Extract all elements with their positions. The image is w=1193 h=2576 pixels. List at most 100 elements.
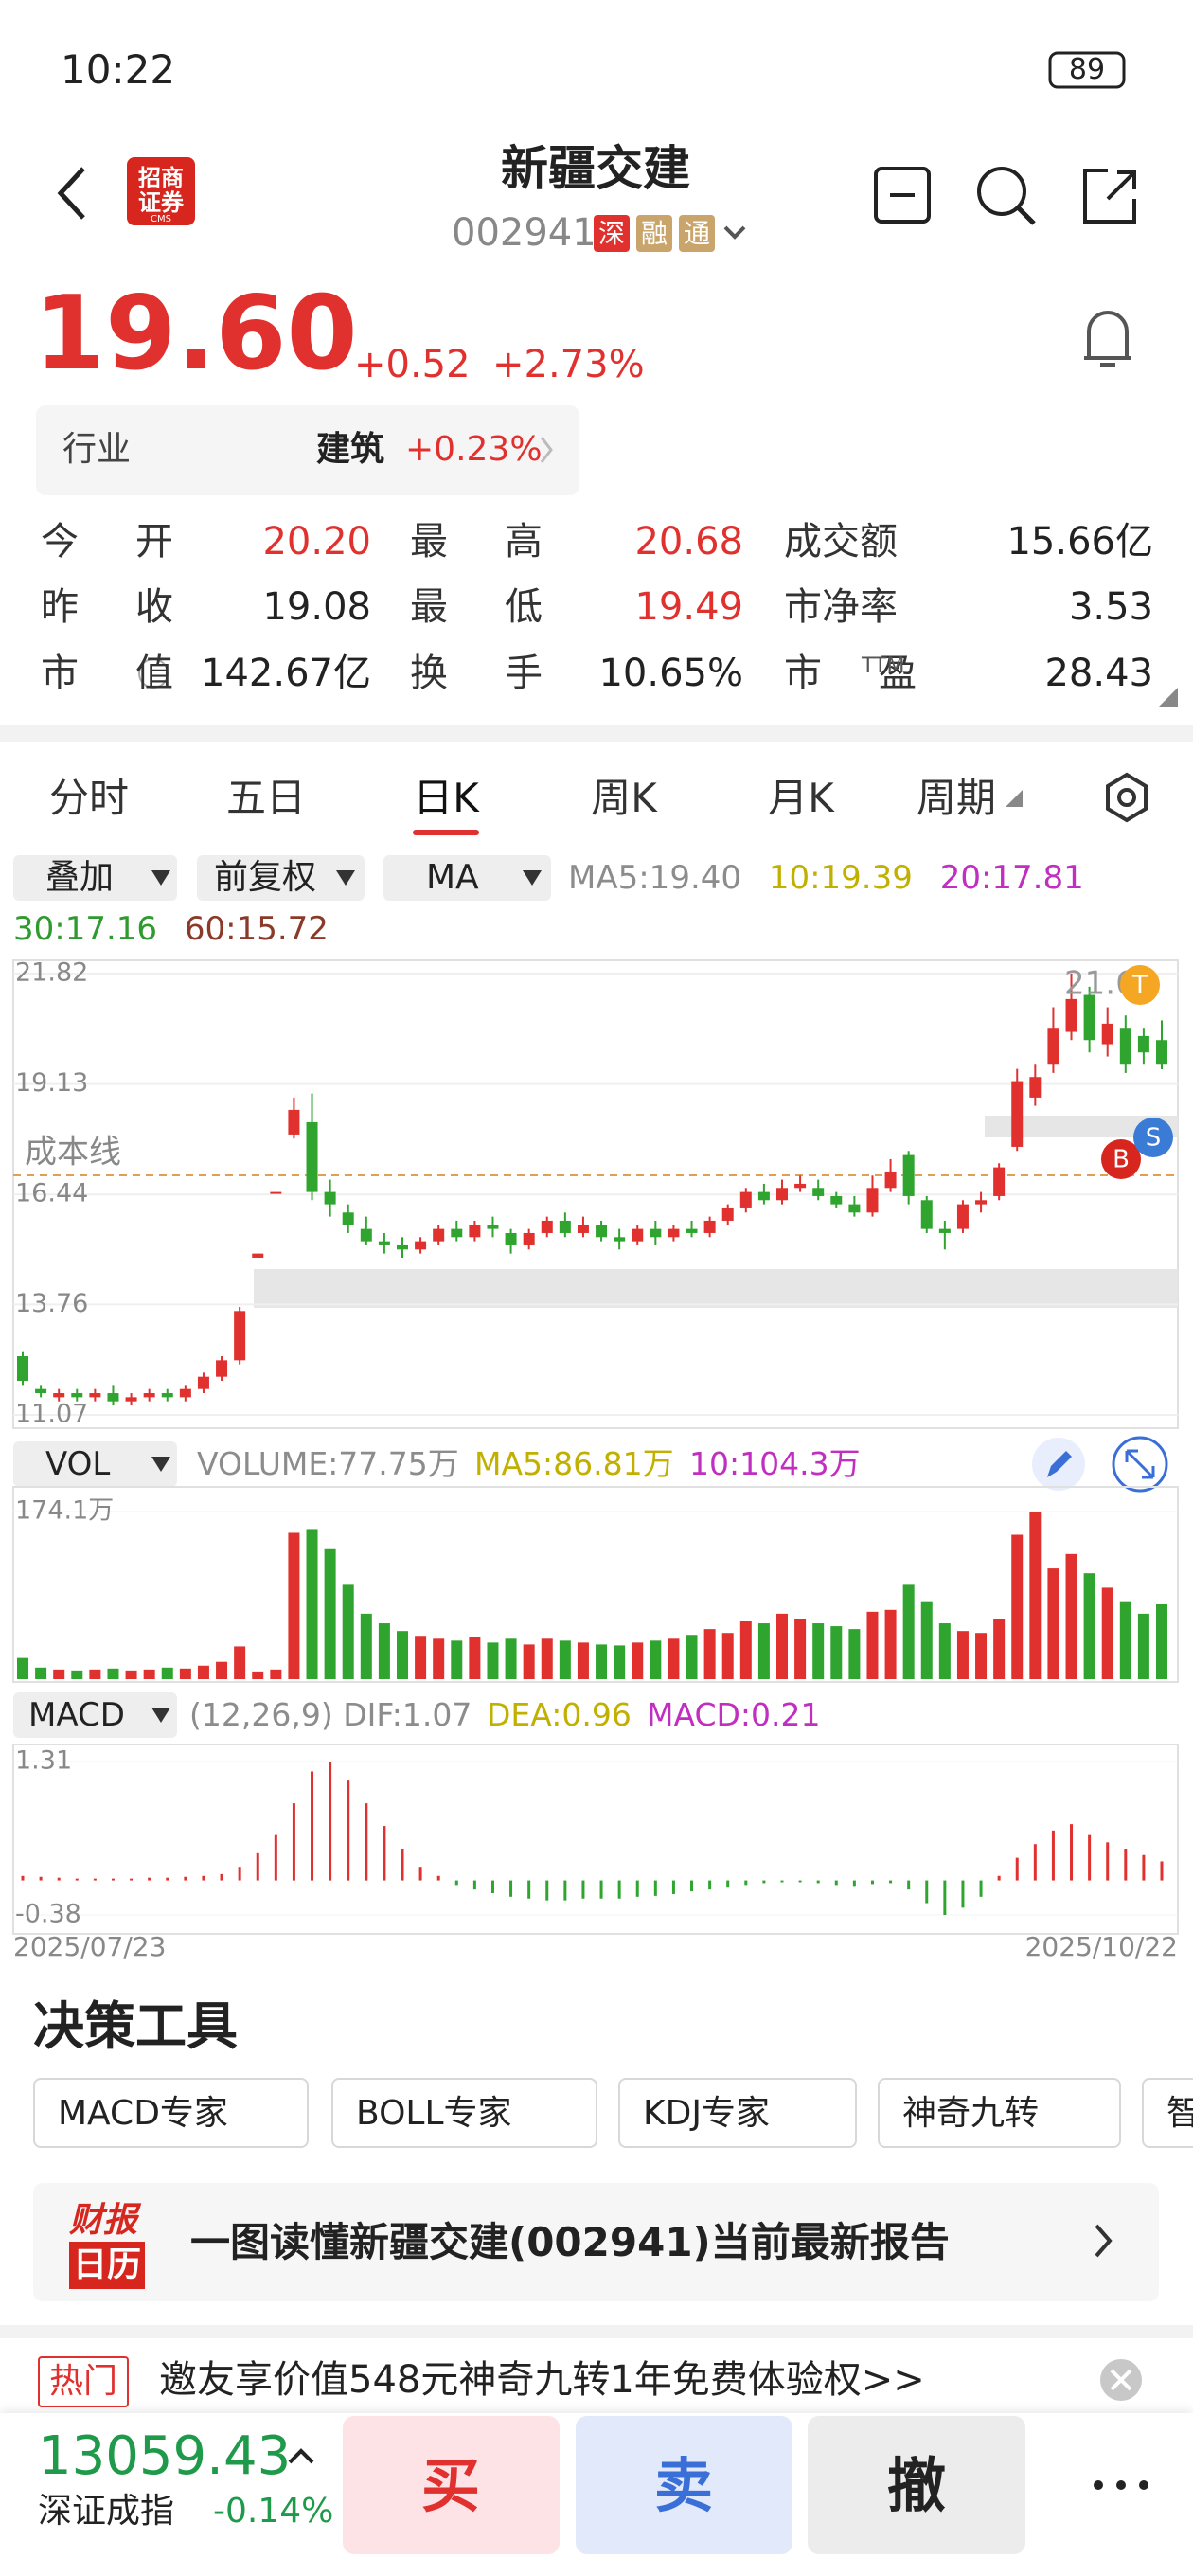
ma-legend-item: 60:15.72 <box>184 910 329 948</box>
x-date: 2025/07/23 <box>13 1931 166 1962</box>
section-gap <box>0 725 1193 742</box>
candle-body <box>397 1244 408 1250</box>
buy-label[interactable]: 买 <box>420 2450 480 2520</box>
sell-button[interactable] <box>576 2416 792 2554</box>
y-tick-label: 11.07 <box>15 1400 88 1429</box>
candle-body <box>577 1225 589 1233</box>
volume-bar <box>1047 1568 1059 1679</box>
selector-text: MACD <box>28 1696 125 1734</box>
candle-body <box>668 1228 680 1238</box>
volume-bar <box>1029 1512 1042 1679</box>
volume-bar <box>505 1638 517 1679</box>
stat-label: 昨收 <box>41 585 173 629</box>
volume-bar <box>89 1669 101 1679</box>
candle-body <box>1119 1028 1131 1065</box>
volume-bar <box>71 1670 83 1679</box>
share-icon <box>1083 169 1136 224</box>
volume-bar <box>739 1621 752 1679</box>
candle-body <box>1156 1040 1167 1065</box>
candle-body <box>794 1183 807 1189</box>
candle-body <box>17 1356 28 1382</box>
tool-label[interactable]: 智 <box>1166 2094 1193 2133</box>
tool-label[interactable]: KDJ专家 <box>643 2094 770 2133</box>
volume-bar <box>252 1671 264 1679</box>
candle-body <box>848 1204 861 1213</box>
candle-body <box>830 1195 843 1205</box>
tool-button[interactable] <box>1142 2078 1193 2148</box>
info-icon <box>138 658 169 689</box>
expand-icon <box>1125 1449 1155 1479</box>
buy-button[interactable] <box>343 2416 560 2554</box>
gear-icon <box>1117 788 1136 807</box>
volume-bar <box>161 1667 173 1679</box>
ma-legend-item: 30:17.16 <box>13 910 158 948</box>
candle-body <box>1101 1023 1113 1045</box>
report-text[interactable]: 一图读懂新疆交建(002941)当前最新报告 <box>190 2218 950 2265</box>
period-tab[interactable]: 分时 <box>48 774 129 821</box>
chevron <box>540 437 553 463</box>
volume-bar <box>143 1669 155 1679</box>
tool-button[interactable] <box>33 2078 309 2148</box>
volume-legend: VOLUME:77.75万 <box>197 1445 459 1482</box>
section-gap <box>0 2325 1193 2338</box>
cancel-label[interactable]: 撤 <box>886 2450 946 2520</box>
support-band <box>254 1269 1178 1308</box>
hot-text[interactable]: 邀友享价值548元神奇九转1年免费体验权>> <box>159 2358 925 2402</box>
edit-icon <box>1047 1451 1072 1477</box>
selector-box[interactable] <box>13 855 177 901</box>
volume-bar <box>451 1640 463 1679</box>
volume-bar <box>596 1644 608 1679</box>
y-tick-label: 1.31 <box>15 1746 72 1776</box>
candle-body <box>776 1188 788 1201</box>
candle-body <box>143 1393 155 1398</box>
selector-text: VOL <box>45 1445 111 1483</box>
cancel-button[interactable] <box>808 2416 1025 2554</box>
candle-body <box>975 1200 988 1205</box>
support-band <box>985 1116 1178 1137</box>
volume-bar <box>776 1613 788 1679</box>
selector-box[interactable] <box>197 855 365 901</box>
period-tab[interactable]: 周期 <box>916 774 996 821</box>
candle-body <box>360 1228 372 1242</box>
report-banner[interactable] <box>33 2183 1159 2301</box>
period-tab[interactable]: 五日 <box>225 774 306 821</box>
trade-marker-label: B <box>1113 1146 1130 1174</box>
stat-label-sup: TTM <box>862 653 905 678</box>
x-date: 2025/10/22 <box>1025 1931 1178 1962</box>
trade-marker <box>1101 1139 1141 1179</box>
volume-bar <box>920 1601 933 1679</box>
candle-body <box>686 1228 698 1233</box>
volume-legend: MA5:86.81万 <box>474 1445 674 1482</box>
candle-body <box>902 1154 915 1196</box>
volume-bar <box>1011 1534 1024 1679</box>
volume-bar <box>306 1530 318 1679</box>
tool-button[interactable] <box>331 2078 597 2148</box>
candle-body <box>306 1121 318 1192</box>
candle-body <box>270 1191 282 1194</box>
battery <box>1048 51 1126 89</box>
tool-label[interactable]: MACD专家 <box>58 2094 228 2133</box>
sell-label[interactable]: 卖 <box>653 2450 713 2520</box>
volume-bar <box>1065 1553 1077 1679</box>
volume-bar <box>17 1657 28 1679</box>
candle-body <box>197 1376 209 1389</box>
selector-box[interactable] <box>13 1441 177 1487</box>
market-badge: 通 <box>679 214 715 252</box>
tool-label[interactable]: BOLL专家 <box>356 2094 512 2133</box>
period-tab[interactable]: 月K <box>768 774 834 821</box>
candle-body <box>179 1388 191 1398</box>
period-tab[interactable]: 日K <box>413 774 479 821</box>
volume-bar <box>703 1629 716 1679</box>
volume-bar <box>523 1644 535 1679</box>
tool-button[interactable] <box>878 2078 1121 2148</box>
period-tab[interactable]: 周K <box>591 774 657 821</box>
dropdown-arrow <box>151 1457 170 1472</box>
selector-box[interactable] <box>13 1692 177 1738</box>
selector-box[interactable] <box>383 855 551 901</box>
tool-button[interactable] <box>618 2078 857 2148</box>
trade-marker-label: S <box>1146 1124 1162 1153</box>
tool-label[interactable]: 神奇九转 <box>902 2094 1040 2133</box>
volume-bar <box>614 1645 626 1679</box>
volume-bar <box>415 1636 427 1679</box>
